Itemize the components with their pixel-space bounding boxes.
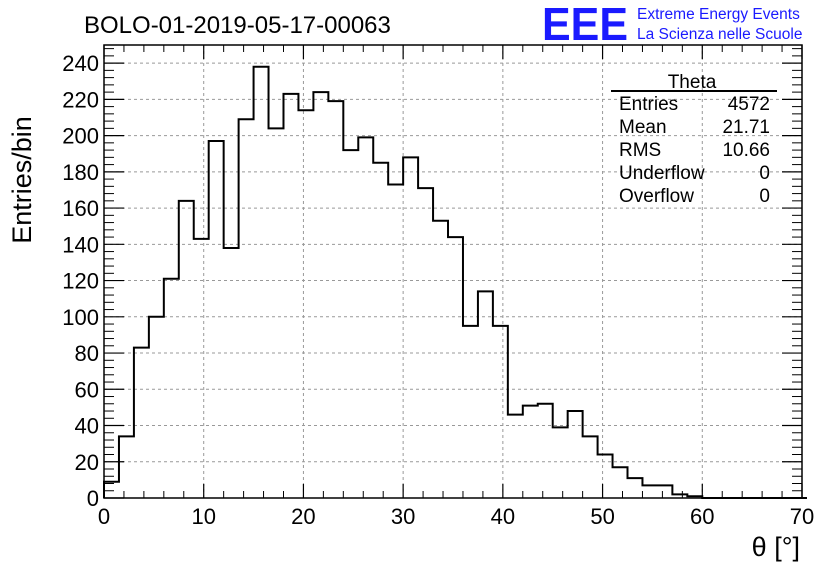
logo-line1: Extreme Energy Events xyxy=(637,6,800,23)
y-tick-label: 20 xyxy=(75,450,99,475)
stats-label: Mean xyxy=(619,117,667,138)
stats-label: Overflow xyxy=(619,186,694,207)
y-tick-label: 160 xyxy=(62,196,99,221)
x-tick-label: 40 xyxy=(491,504,515,529)
x-tick-label: 20 xyxy=(291,504,315,529)
axis-ticks xyxy=(103,45,803,499)
y-tick-label: 200 xyxy=(62,124,99,149)
stats-value: 21.71 xyxy=(722,117,770,138)
x-tick-label: 30 xyxy=(391,504,415,529)
eee-logo: EEE Extreme Energy Events La Scienza nel… xyxy=(542,0,802,50)
y-tick-label: 220 xyxy=(62,87,99,112)
stats-title: Theta xyxy=(668,72,717,93)
stats-value: 10.66 xyxy=(722,140,770,161)
y-axis-title: Entries/bin xyxy=(7,116,37,244)
y-tick-label: 140 xyxy=(62,232,99,257)
stats-label: Entries xyxy=(619,94,678,115)
logo-mark: EEE xyxy=(542,0,628,50)
y-tick-label: 0 xyxy=(87,486,99,511)
x-tick-label: 70 xyxy=(790,504,814,529)
x-tick-label: 50 xyxy=(590,504,614,529)
stats-value: 0 xyxy=(759,186,770,207)
y-tick-label: 60 xyxy=(75,377,99,402)
y-tick-label: 40 xyxy=(75,414,99,439)
y-tick-label: 120 xyxy=(62,269,99,294)
x-axis-title: θ [°] xyxy=(752,532,800,562)
x-tick-label: 10 xyxy=(191,504,215,529)
stats-value: 4572 xyxy=(728,94,770,115)
plot-frame xyxy=(103,44,803,499)
logo-line2: La Scienza nelle Scuole xyxy=(637,26,802,43)
stats-label: RMS xyxy=(619,140,661,161)
chart-title: BOLO-01-2019-05-17-00063 xyxy=(84,12,391,39)
y-tick-label: 240 xyxy=(62,51,99,76)
x-tick-label: 60 xyxy=(690,504,714,529)
stats-label: Underflow xyxy=(619,163,705,184)
stats-value: 0 xyxy=(759,163,770,184)
x-tick-labels: 0 10 20 30 40 50 60 70 xyxy=(98,504,814,529)
stats-box: Theta Entries 4572 Mean 21.71 RMS 10.66 Underf… xyxy=(611,72,777,207)
y-tick-label: 180 xyxy=(62,160,99,185)
grid-lines xyxy=(104,45,802,498)
x-tick-label: 0 xyxy=(98,504,110,529)
y-tick-labels: 0 20 40 60 80 100 120 140 160 180 200 220 240 xyxy=(62,51,99,511)
y-tick-label: 80 xyxy=(75,341,99,366)
histogram-outline xyxy=(103,65,807,499)
y-tick-label: 100 xyxy=(62,305,99,330)
